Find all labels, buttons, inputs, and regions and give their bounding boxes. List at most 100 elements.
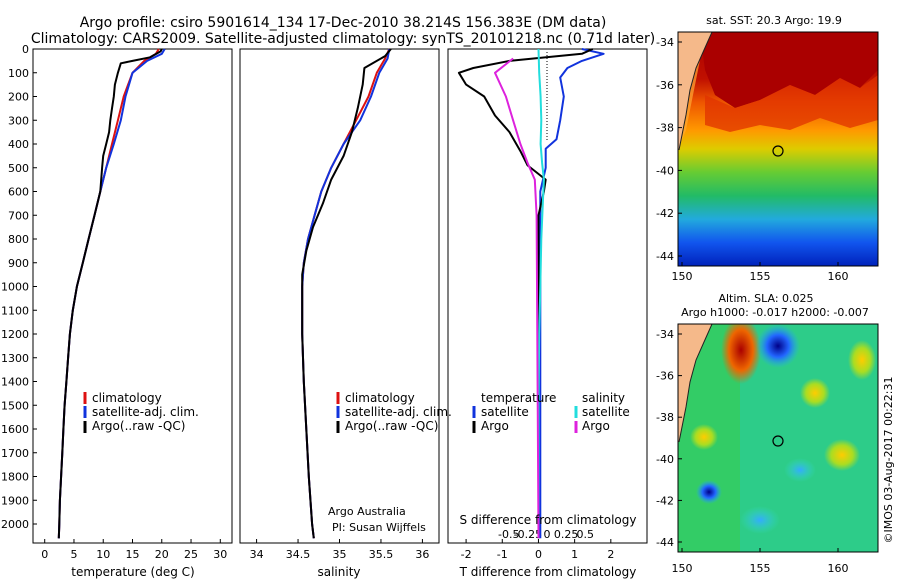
x-tick-label: 0 xyxy=(41,548,48,561)
series-line-s-argo xyxy=(494,57,540,539)
legend-label-climatology: climatology xyxy=(345,391,415,405)
depth-axis: 0 100 200 300 400 500 600 700 800 900 1000 1100 1200… xyxy=(1,43,37,531)
depth-tick-label: 1400 xyxy=(1,376,29,389)
sla-cold-eddy-3 xyxy=(784,458,816,482)
lat-tick-label: -38 xyxy=(656,411,674,424)
lon-tick-label: 150 xyxy=(672,270,693,283)
legend-label-satellite: satellite-adj. clim. xyxy=(92,405,199,419)
depth-tick-label: 2000 xyxy=(1,518,29,531)
series-line-t-satellite xyxy=(539,48,605,539)
sst-map-title: sat. SST: 20.3 Argo: 19.9 xyxy=(706,14,842,27)
credit-argo-australia: Argo Australia xyxy=(328,505,406,518)
series-line-climatology xyxy=(301,48,391,539)
x-tick-label: 36 xyxy=(415,548,429,561)
lat-tick-label: -44 xyxy=(656,536,674,549)
temperature-axes-frame xyxy=(32,48,233,544)
sst-warm-band xyxy=(705,75,878,132)
series-line-t-argo xyxy=(457,48,594,539)
sla-land xyxy=(678,324,712,442)
sla-map: Altim. SLA: 0.025 Argo h1000: -0.017 h20… xyxy=(656,292,879,575)
x-tick-label: 20 xyxy=(155,548,169,561)
depth-tick-label: 1900 xyxy=(1,494,29,507)
lon-tick-label: 160 xyxy=(828,562,849,575)
sst-map-frame xyxy=(677,31,879,267)
sla-warm-eddy xyxy=(721,324,761,384)
s-diff-tick-label: -0.25 xyxy=(514,528,542,541)
lon-tick-label: 160 xyxy=(828,270,849,283)
sst-land xyxy=(678,32,712,150)
depth-tick-label: 1200 xyxy=(1,328,29,341)
depth-tick-label: 900 xyxy=(8,257,29,270)
depth-tick-label: 1100 xyxy=(1,304,29,317)
x-tick-label: 1 xyxy=(571,548,578,561)
x-tick-label: 10 xyxy=(96,548,110,561)
s-difference-axis: -0.5-0.25 0 0.250.5 xyxy=(498,528,594,541)
depth-tick-label: 1800 xyxy=(1,471,29,484)
temperature-legend: climatology satellite-adj. clim. Argo(..… xyxy=(83,391,199,433)
difference-legend: temperature satellite Argo salinity sate… xyxy=(472,391,630,433)
sla-map-title2: Argo h1000: -0.017 h2000: -0.007 xyxy=(681,306,869,319)
series-line-s-satellite xyxy=(537,48,545,539)
lat-tick-label: -44 xyxy=(656,250,674,263)
lat-tick-label: -42 xyxy=(656,494,674,507)
legend-label-s-satellite: satellite xyxy=(582,405,630,419)
lon-tick-label: 150 xyxy=(672,562,693,575)
difference-series xyxy=(457,48,605,539)
t-difference-xlabel: T difference from climatology xyxy=(459,565,637,579)
lat-tick-label: -42 xyxy=(656,207,674,220)
salinity-x-axis: 34 34.5 35 35.5 36 xyxy=(250,539,429,561)
sla-warm-eddy-3 xyxy=(690,424,718,450)
depth-tick-label: 200 xyxy=(8,91,29,104)
sla-latitude-axis: -34 -36 -38 -40 -42 -44 xyxy=(656,328,682,549)
temperature-xlabel: temperature (deg C) xyxy=(71,565,194,579)
depth-tick-label: 1600 xyxy=(1,423,29,436)
legend-label-argo: Argo(..raw -QC) xyxy=(92,419,185,433)
s-diff-tick-label: -0.5 xyxy=(498,528,519,541)
x-tick-label: 35.5 xyxy=(369,548,394,561)
temperature-x-axis: 0 5 10 15 20 25 30 xyxy=(41,539,227,561)
depth-tick-label: 1300 xyxy=(1,352,29,365)
credit-pi: PI: Susan Wijffels xyxy=(332,521,426,534)
depth-tick-label: 0 xyxy=(22,43,29,56)
legend-header-salinity: salinity xyxy=(582,391,625,405)
s-diff-tick-label: 0.25 xyxy=(554,528,579,541)
legend-label-satellite: satellite-adj. clim. xyxy=(345,405,452,419)
lat-tick-label: -34 xyxy=(656,328,674,341)
float-position-marker xyxy=(772,435,784,447)
legend-header-temperature: temperature xyxy=(481,391,556,405)
imos-credit: ©IMOS 03-Aug-2017 00:22:31 xyxy=(882,377,895,544)
x-tick-label: 0 xyxy=(535,548,542,561)
s-difference-label: S difference from climatology xyxy=(460,513,637,527)
sla-warm-eddy-5 xyxy=(848,340,876,380)
sla-map-title1: Altim. SLA: 0.025 xyxy=(718,292,813,305)
depth-tick-label: 300 xyxy=(8,114,29,127)
series-line-argo-raw-qc xyxy=(57,48,163,539)
float-position-marker xyxy=(772,145,784,157)
temperature-panel: 0100200300400500600700800900100011001200… xyxy=(1,43,233,579)
x-tick-label: 5 xyxy=(70,548,77,561)
sla-coastline xyxy=(678,324,713,443)
x-tick-label: 30 xyxy=(213,548,227,561)
depth-tick-label: 1700 xyxy=(1,447,29,460)
lat-tick-label: -34 xyxy=(656,36,674,49)
depth-tick-label: 400 xyxy=(8,138,29,151)
sla-warm-eddy-4 xyxy=(824,439,860,471)
salinity-xlabel: salinity xyxy=(317,565,360,579)
lat-tick-label: -40 xyxy=(656,164,674,177)
depth-tick-label: 100 xyxy=(8,67,29,80)
sla-longitude-axis: 150 155 160 xyxy=(672,548,849,575)
x-tick-label: 2 xyxy=(607,548,614,561)
s-diff-tick-label: 0 xyxy=(544,528,551,541)
legend-label-argo: Argo(..raw -QC) xyxy=(345,419,438,433)
s-diff-tick-label: 0.5 xyxy=(577,528,595,541)
sla-warm-eddy-2 xyxy=(800,378,830,408)
salinity-panel: 34 34.5 35 35.5 36 salinity climatology sate… xyxy=(239,48,452,579)
lat-tick-label: -36 xyxy=(656,79,674,92)
sst-coastline xyxy=(678,32,713,151)
x-tick-label: -1 xyxy=(497,548,508,561)
salinity-legend: climatology satellite-adj. clim. Argo(..… xyxy=(336,391,452,433)
series-line-satellite-adj-clim xyxy=(301,48,391,539)
temperature-series xyxy=(57,48,166,539)
sla-cold-eddy xyxy=(756,324,800,368)
